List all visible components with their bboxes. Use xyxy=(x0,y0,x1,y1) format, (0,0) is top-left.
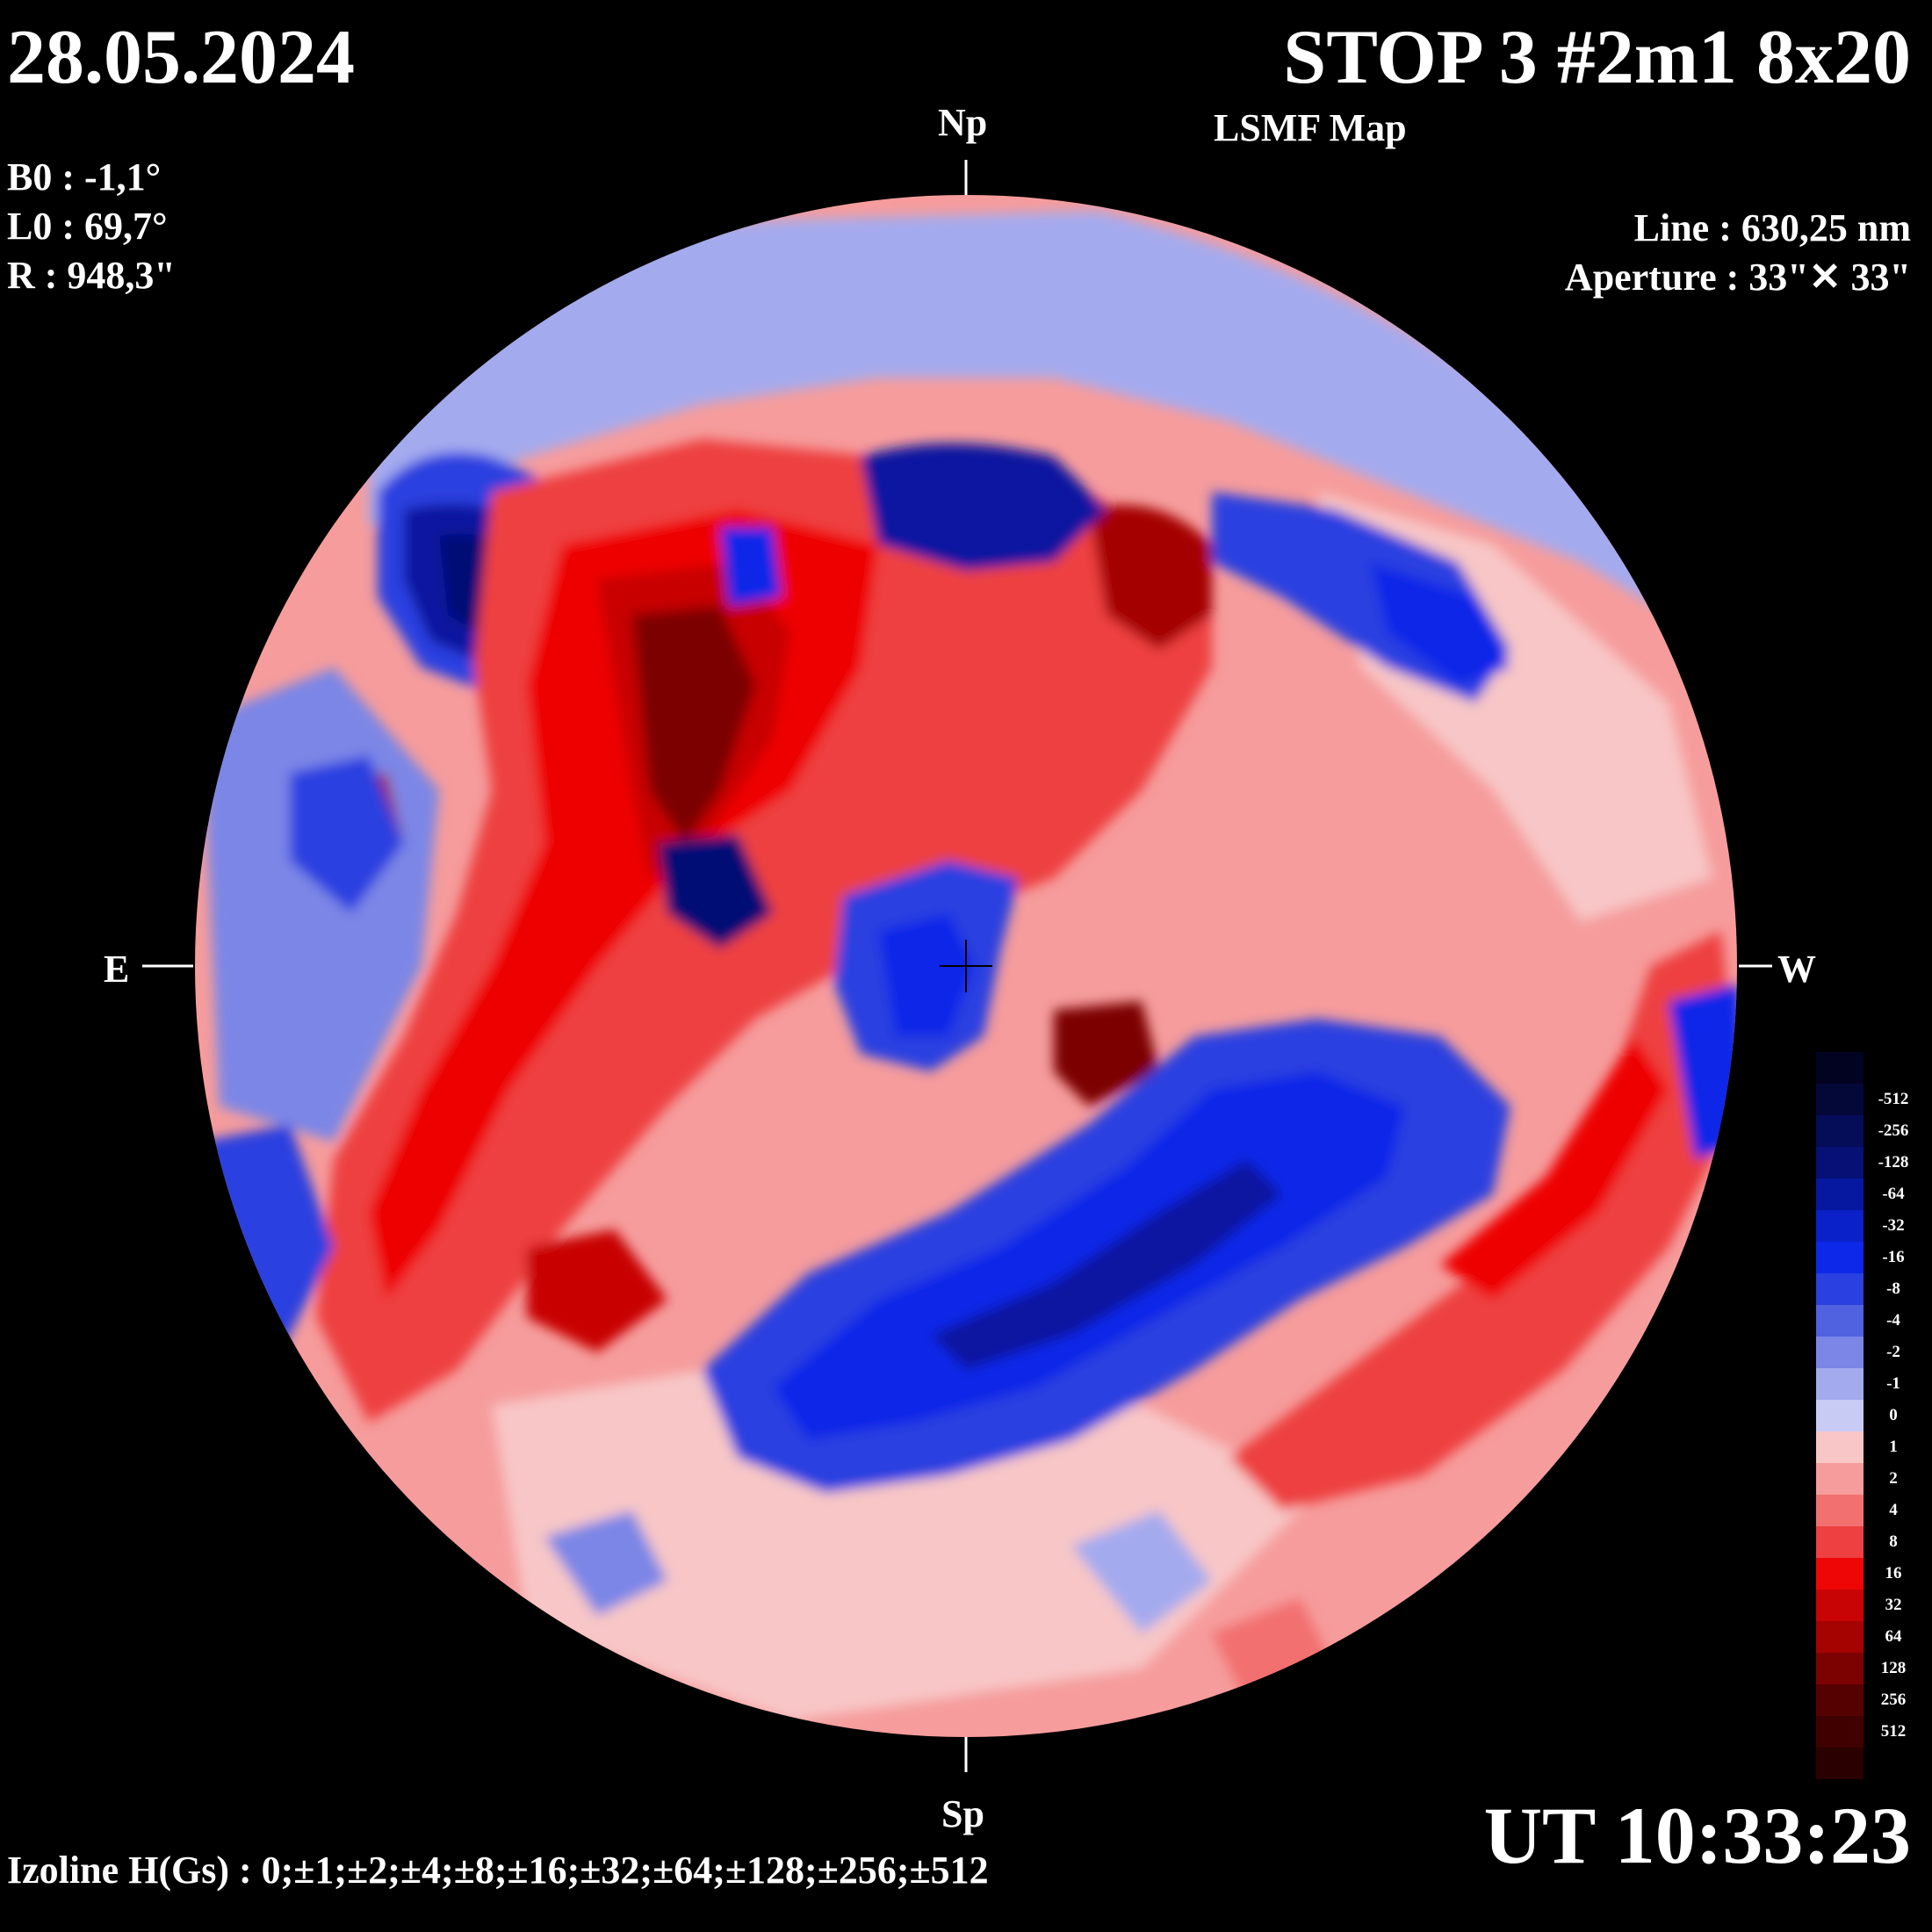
spectral-line: Line : 630,25 nm xyxy=(1633,206,1911,249)
scale-swatch xyxy=(1816,1590,1864,1621)
scale-swatch xyxy=(1816,1526,1864,1558)
param-radius: R : 948,3" xyxy=(7,254,176,297)
scale-step: 512 xyxy=(1816,1716,1925,1748)
scale-label: 512 xyxy=(1880,1722,1907,1741)
scale-swatch xyxy=(1816,1653,1864,1684)
scale-step: -64 xyxy=(1816,1179,1925,1210)
scale-swatch xyxy=(1816,1052,1864,1084)
scale-label: -64 xyxy=(1882,1185,1905,1203)
scale-label: 64 xyxy=(1885,1627,1902,1646)
scale-label: -1 xyxy=(1886,1374,1900,1393)
scale-label: -128 xyxy=(1878,1153,1909,1171)
scale-step: -128 xyxy=(1816,1147,1925,1179)
scale-step: -32 xyxy=(1816,1210,1925,1242)
scale-label: 256 xyxy=(1880,1690,1907,1709)
scale-step: -16 xyxy=(1816,1242,1925,1273)
observation-time: UT 10:33:23 xyxy=(1483,1791,1911,1880)
scale-label: -2 xyxy=(1886,1343,1900,1361)
scale-step xyxy=(1816,1052,1925,1084)
scale-step: -4 xyxy=(1816,1305,1925,1337)
scale-step: 32 xyxy=(1816,1590,1925,1621)
scale-swatch xyxy=(1816,1115,1864,1147)
scale-step: 8 xyxy=(1816,1526,1925,1558)
scale-step: -1 xyxy=(1816,1368,1925,1400)
scale-label: -16 xyxy=(1882,1248,1905,1266)
scale-step: 256 xyxy=(1816,1684,1925,1716)
scale-label: 0 xyxy=(1889,1406,1898,1424)
scale-step: 2 xyxy=(1816,1463,1925,1495)
scale-swatch xyxy=(1816,1242,1864,1273)
aperture: Aperture : 33"✕ 33" xyxy=(1564,256,1911,299)
scale-swatch xyxy=(1816,1179,1864,1210)
scale-label: 128 xyxy=(1880,1659,1907,1677)
scale-label: 2 xyxy=(1889,1469,1898,1488)
scale-label: -4 xyxy=(1886,1311,1900,1330)
scale-swatch xyxy=(1816,1305,1864,1337)
direction-south: Sp xyxy=(941,1792,984,1835)
scale-label: -32 xyxy=(1882,1216,1905,1235)
direction-north: Np xyxy=(938,101,988,144)
scale-swatch xyxy=(1816,1621,1864,1653)
scale-swatch xyxy=(1816,1400,1864,1431)
scale-swatch xyxy=(1816,1716,1864,1748)
direction-east: E xyxy=(104,948,130,991)
izoline-legend: Izoline H(Gs) : 0;±1;±2;±4;±8;±16;±32;±6… xyxy=(7,1849,989,1892)
scale-label: -256 xyxy=(1878,1121,1909,1140)
scale-swatch xyxy=(1816,1558,1864,1590)
scale-step: -2 xyxy=(1816,1337,1925,1368)
scale-label: 32 xyxy=(1885,1596,1902,1614)
scale-swatch xyxy=(1816,1463,1864,1495)
scale-step: 128 xyxy=(1816,1653,1925,1684)
map-subtitle: LSMF Map xyxy=(1214,106,1407,149)
scale-swatch xyxy=(1816,1210,1864,1242)
scale-step: 16 xyxy=(1816,1558,1925,1590)
scale-step: -256 xyxy=(1816,1115,1925,1147)
scale-label: 8 xyxy=(1889,1532,1898,1551)
scale-swatch xyxy=(1816,1084,1864,1115)
scale-step: 64 xyxy=(1816,1621,1925,1653)
scale-swatch xyxy=(1816,1684,1864,1716)
scale-swatch xyxy=(1816,1431,1864,1463)
scale-step xyxy=(1816,1748,1925,1779)
direction-west: W xyxy=(1777,948,1816,991)
scale-swatch xyxy=(1816,1748,1864,1779)
scale-swatch xyxy=(1816,1495,1864,1526)
scale-step: -512 xyxy=(1816,1084,1925,1115)
scale-step: 1 xyxy=(1816,1431,1925,1463)
param-b0: B0 : -1,1° xyxy=(7,155,162,198)
scale-swatch xyxy=(1816,1273,1864,1305)
scale-step: -8 xyxy=(1816,1273,1925,1305)
scale-label: -8 xyxy=(1886,1280,1900,1298)
scale-label: 16 xyxy=(1885,1564,1902,1582)
observation-date: 28.05.2024 xyxy=(7,15,355,100)
scale-step: 4 xyxy=(1816,1495,1925,1526)
color-scale: -512 -256 -128 -64 -32 -16 -8 -4 -2 -1 0 1 2 4 8 16 32 64… xyxy=(1816,1052,1925,1779)
scale-swatch xyxy=(1816,1147,1864,1179)
scale-step: 0 xyxy=(1816,1400,1925,1431)
scale-label: 4 xyxy=(1889,1501,1898,1519)
map-title: STOP 3 #2m1 8x20 xyxy=(1283,15,1911,100)
scale-swatch xyxy=(1816,1368,1864,1400)
scale-label: 1 xyxy=(1889,1438,1898,1456)
scale-label: -512 xyxy=(1878,1090,1909,1108)
scale-swatch xyxy=(1816,1337,1864,1368)
param-l0: L0 : 69,7° xyxy=(7,205,168,248)
